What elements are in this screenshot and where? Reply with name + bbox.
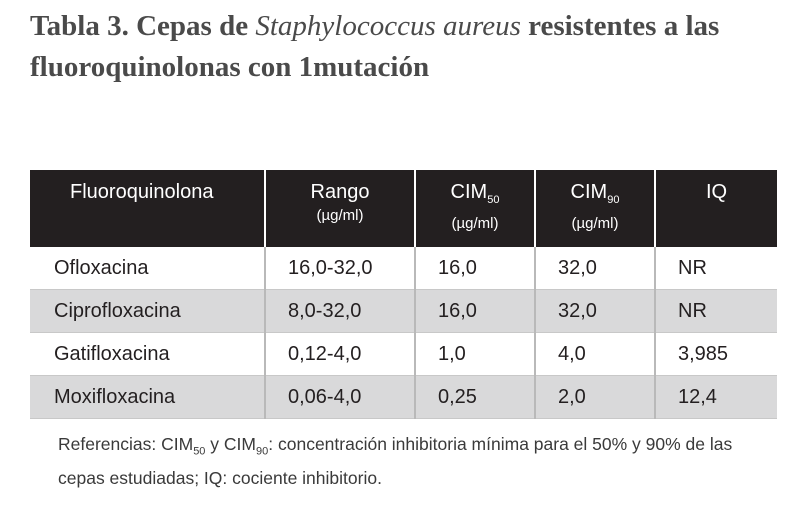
- footnote-subscript: 50: [193, 445, 206, 458]
- cell-cim50: 1,0: [414, 332, 535, 376]
- resistance-table: Fluoroquinolona Rango (µg/ml) CIM50 (µg/…: [30, 170, 777, 419]
- cell-drug: Moxifloxacina: [30, 375, 265, 419]
- cell-cim50: 16,0: [414, 289, 535, 333]
- table-row: Moxifloxacina 0,06-4,0 0,25 2,0 12,4: [30, 375, 777, 419]
- header-label: Rango: [310, 181, 370, 203]
- title-text-start: Tabla 3. Cepas de: [30, 10, 256, 42]
- cell-rango: 0,06-4,0: [264, 375, 415, 419]
- title-text-end: resistentes a las fluoroquinolonas con 1…: [30, 10, 720, 83]
- cell-iq: 12,4: [654, 375, 777, 419]
- table-body: Ofloxacina 16,0-32,0 16,0 32,0 NR Ciprof…: [30, 247, 777, 419]
- header-label: CIM50: [450, 181, 500, 206]
- cell-cim90: 4,0: [534, 332, 655, 376]
- header-unit: (µg/ml): [571, 215, 619, 232]
- cell-cim90: 32,0: [534, 247, 655, 290]
- cell-iq: NR: [654, 289, 777, 333]
- header-label: CIM90: [570, 181, 620, 206]
- table-row: Ciprofloxacina 8,0-32,0 16,0 32,0 NR: [30, 289, 777, 333]
- header-cim90: CIM90 (µg/ml): [535, 170, 656, 247]
- table-row: Gatifloxacina 0,12-4,0 1,0 4,0 3,985: [30, 332, 777, 376]
- cell-rango: 16,0-32,0: [264, 247, 415, 290]
- header-label: IQ: [705, 181, 728, 203]
- cell-drug: Ofloxacina: [30, 247, 265, 290]
- footnote-subscript: 90: [256, 445, 269, 458]
- title-species: Staphylococcus aureus: [255, 10, 521, 42]
- header-fluoroquinolona: Fluoroquinolona: [30, 170, 266, 247]
- table-row: Ofloxacina 16,0-32,0 16,0 32,0 NR: [30, 247, 777, 290]
- cell-cim50: 0,25: [414, 375, 535, 419]
- cell-cim90: 2,0: [534, 375, 655, 419]
- table-footnote: Referencias: CIM50 y CIM90: concentració…: [58, 434, 733, 488]
- header-rango: Rango (µg/ml): [265, 170, 416, 247]
- table-title: Tabla 3. Cepas de Staphylococcus aureus …: [30, 6, 790, 88]
- cell-iq: 3,985: [654, 332, 777, 376]
- cell-rango: 0,12-4,0: [264, 332, 415, 376]
- header-iq: IQ: [655, 170, 777, 247]
- header-subscript: 50: [487, 194, 500, 206]
- table-header: Fluoroquinolona Rango (µg/ml) CIM50 (µg/…: [30, 170, 777, 247]
- cell-cim50: 16,0: [414, 247, 535, 290]
- cell-iq: NR: [654, 247, 777, 290]
- cell-rango: 8,0-32,0: [264, 289, 415, 333]
- header-cim50: CIM50 (µg/ml): [415, 170, 536, 247]
- header-unit: (µg/ml): [451, 215, 499, 232]
- header-subscript: 90: [607, 194, 620, 206]
- cell-drug: Gatifloxacina: [30, 332, 265, 376]
- header-label: Fluoroquinolona: [70, 181, 214, 203]
- header-unit: (µg/ml): [316, 207, 364, 224]
- cell-drug: Ciprofloxacina: [30, 289, 265, 333]
- cell-cim90: 32,0: [534, 289, 655, 333]
